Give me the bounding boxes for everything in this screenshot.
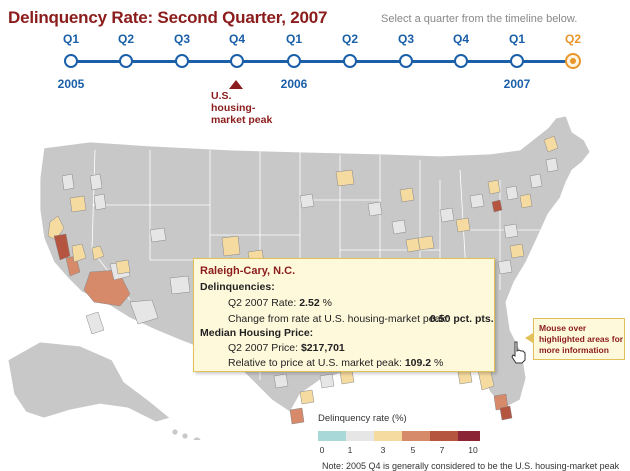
timeline-node[interactable] [399, 54, 413, 68]
timeline-year-label: 2007 [503, 77, 531, 91]
hawaii-island [171, 428, 179, 436]
tooltip-relative-row: Relative to price at U.S. market peak: 1… [228, 357, 443, 369]
timeline-quarter-label[interactable]: Q3 [397, 32, 415, 46]
timeline-line [68, 60, 573, 63]
tooltip-change-value: 0.50 pct. pts. [430, 313, 494, 325]
timeline-node-selected[interactable] [565, 53, 581, 69]
timeline-node[interactable] [175, 54, 189, 68]
tooltip-relative-label: Relative to price at U.S. market peak: [228, 357, 402, 369]
legend-swatch [318, 431, 346, 441]
timeline-quarter-label[interactable]: Q1 [508, 32, 526, 46]
timeline-quarter-label[interactable]: Q2 [341, 32, 359, 46]
tooltip-change-label: Change from rate at U.S. housing-market … [228, 313, 449, 325]
timeline-node[interactable] [343, 54, 357, 68]
callout-arrow [525, 333, 533, 343]
peak-triangle-icon [229, 80, 243, 89]
timeline-quarter-label[interactable]: Q1 [62, 32, 80, 46]
legend-tick: 3 [380, 445, 386, 455]
timeline-quarter-label[interactable]: Q3 [173, 32, 191, 46]
tooltip-relative-unit: % [434, 357, 444, 369]
tooltip-rate-unit: % [322, 297, 332, 309]
legend-swatch [458, 431, 480, 441]
timeline-node[interactable] [119, 54, 133, 68]
timeline-node[interactable] [230, 54, 244, 68]
timeline-quarter-label[interactable]: Q2 [117, 32, 135, 46]
tooltip-price-heading: Median Housing Price: [200, 327, 314, 339]
legend-tick: 7 [439, 445, 445, 455]
peak-label: U.S. housing-market peak [211, 90, 273, 126]
tooltip-city: Raleigh-Cary, N.C. [200, 265, 296, 277]
tooltip-rate-value: 2.52 [299, 297, 320, 309]
timeline-year-label: 2006 [280, 77, 308, 91]
timeline-year-label: 2005 [57, 77, 85, 91]
legend-tick: 10 [468, 445, 478, 455]
timeline-node[interactable] [287, 54, 301, 68]
tooltip-delinquencies-heading: Delinquencies: [200, 281, 275, 293]
legend-swatch [430, 431, 458, 441]
timeline-quarter-label[interactable]: Q4 [452, 32, 470, 46]
legend-tick: 5 [410, 445, 416, 455]
tooltip-rate-row: Q2 2007 Rate: 2.52 % [228, 297, 332, 309]
legend-swatch [402, 431, 430, 441]
hawaii-island [192, 436, 202, 440]
legend-tick: 1 [347, 445, 353, 455]
timeline-quarter-label[interactable]: Q4 [228, 32, 246, 46]
timeline-node[interactable] [454, 54, 468, 68]
legend-tick: 0 [319, 445, 325, 455]
timeline-node[interactable] [64, 54, 78, 68]
metro-info-tooltip: Raleigh-Cary, N.C. Delinquencies: Q2 200… [193, 258, 495, 372]
alaska [7, 341, 171, 423]
tooltip-price-value: $217,701 [300, 342, 345, 354]
tooltip-relative-value: 109.2 [404, 357, 432, 369]
timeline-node[interactable] [510, 54, 524, 68]
footnote: Note: 2005 Q4 is generally considered to… [322, 461, 620, 471]
legend-color-scale [318, 431, 480, 441]
quarter-timeline: Q1 Q2 Q3 Q4 Q1 Q2 Q3 Q4 Q1 Q2 2005 2006 … [0, 30, 630, 100]
mouse-over-callout: Mouse over highlighted areas for more in… [533, 318, 625, 360]
tooltip-rate-label: Q2 2007 Rate: [228, 297, 297, 309]
legend-title: Delinquency rate (%) [318, 413, 407, 424]
legend-swatch [346, 431, 374, 441]
page-title: Delinquency Rate: Second Quarter, 2007 [8, 8, 328, 27]
timeline-instruction: Select a quarter from the timeline below… [381, 13, 578, 25]
tooltip-price-label: Q2 2007 Price: [228, 342, 299, 354]
hawaii-island [181, 432, 189, 440]
timeline-quarter-label-selected[interactable]: Q2 [564, 32, 582, 46]
hand-cursor-icon [511, 341, 526, 364]
legend-swatch [374, 431, 402, 441]
tooltip-price-row: Q2 2007 Price: $217,701 [228, 342, 345, 354]
timeline-quarter-label[interactable]: Q1 [285, 32, 303, 46]
